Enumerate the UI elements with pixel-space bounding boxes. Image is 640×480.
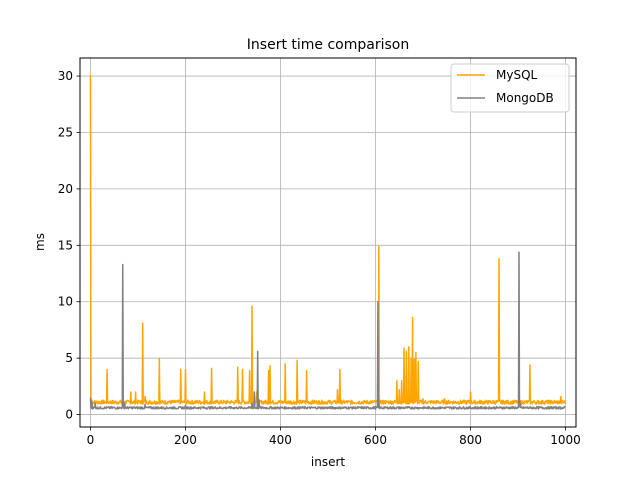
y-axis-label: ms <box>33 233 47 251</box>
y-tick-label: 10 <box>58 295 73 309</box>
x-tick-label: 600 <box>364 433 387 447</box>
legend-label-mongodb: MongoDB <box>496 91 554 105</box>
x-tick-label: 0 <box>87 433 95 447</box>
x-tick-label: 1000 <box>550 433 581 447</box>
x-tick-label: 200 <box>174 433 197 447</box>
y-tick-label: 15 <box>58 238 73 252</box>
y-tick-label: 25 <box>58 125 73 139</box>
series-layer <box>89 74 567 410</box>
legend-box <box>450 63 570 113</box>
y-tick-label: 0 <box>65 408 73 422</box>
legend-label-mysql: MySQL <box>496 68 538 82</box>
y-tick-label: 20 <box>58 182 73 196</box>
plot-frame <box>79 57 577 428</box>
grid-layer <box>80 58 576 427</box>
y-tick-label: 30 <box>58 69 73 83</box>
x-axis-label: insert <box>311 455 346 469</box>
x-tick-label: 800 <box>459 433 482 447</box>
series-line-mysql <box>89 74 567 405</box>
series-line-mongodb <box>89 251 566 410</box>
chart-title: Insert time comparison <box>247 37 409 53</box>
tick-layer: 0 200 400 600 800 1000 0 5 10 15 20 25 30 <box>58 69 581 447</box>
x-tick-label: 400 <box>269 433 292 447</box>
legend: MySQL MongoDB <box>450 63 570 113</box>
y-tick-label: 5 <box>65 351 73 365</box>
